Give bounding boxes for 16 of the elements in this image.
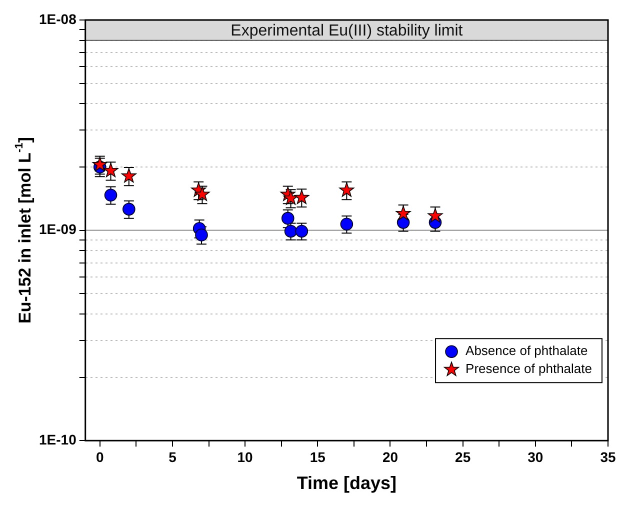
x-tick-label: 5: [168, 448, 177, 465]
x-tick-label: 15: [310, 448, 326, 465]
y-tick-label: 1E-10: [39, 431, 77, 448]
y-tick-label: 1E-08: [39, 10, 77, 27]
band-label: Experimental Eu(III) stability limit: [230, 22, 464, 40]
y-tick-label: 1E-09: [39, 221, 77, 238]
x-tick-label: 20: [382, 448, 398, 465]
y-axis-title: Eu-152 in inlet [mol L-1]: [13, 137, 35, 324]
x-tick-label: 0: [96, 448, 104, 465]
legend-label: Absence of phthalate: [466, 343, 588, 358]
legend-label: Presence of phthalate: [466, 361, 592, 376]
x-tick-label: 35: [600, 448, 616, 465]
x-axis-title: Time [days]: [296, 473, 397, 494]
x-tick-label: 10: [237, 448, 254, 465]
x-tick-label: 25: [455, 448, 471, 465]
x-tick-label: 30: [528, 448, 544, 465]
